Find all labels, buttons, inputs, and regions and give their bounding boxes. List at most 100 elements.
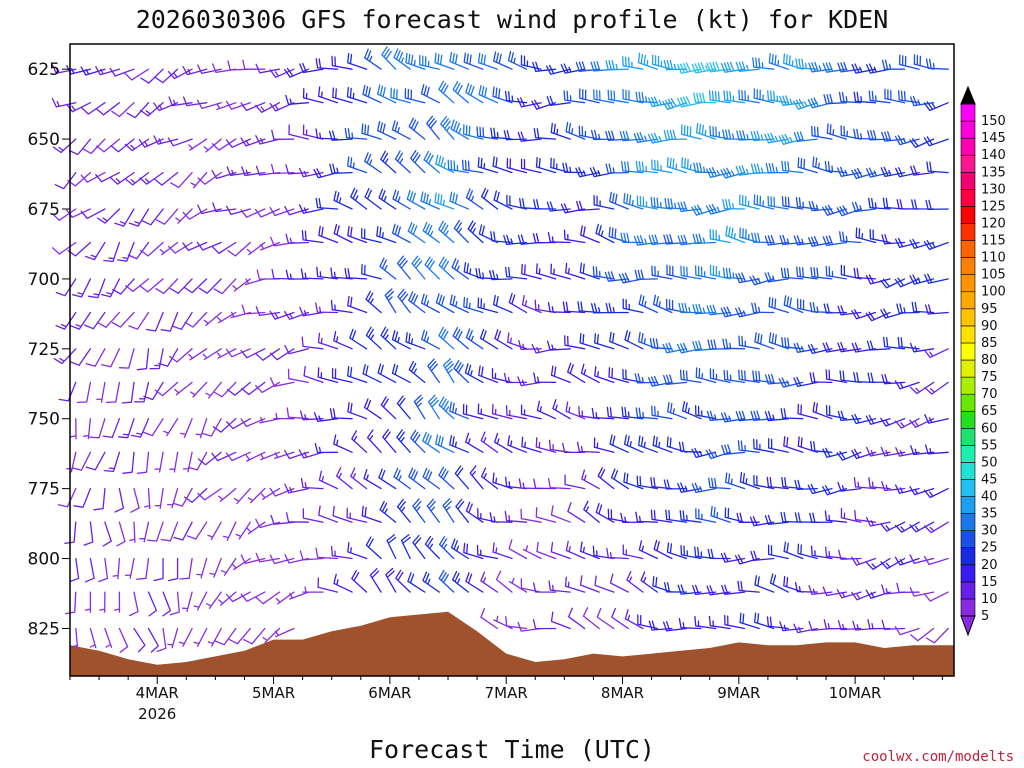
wind-barb: [125, 557, 135, 579]
wind-barb: [67, 241, 92, 257]
wind-barb: [410, 149, 426, 174]
wind-barb: [810, 440, 833, 453]
colorbar-label: 70: [981, 387, 998, 402]
wind-barb: [504, 510, 528, 523]
colorbar-swatch: [960, 342, 976, 361]
wind-barb: [144, 487, 151, 510]
wind-barb: [213, 381, 237, 398]
wind-barb: [547, 232, 571, 244]
wind-barb: [576, 441, 600, 453]
wind-barb: [691, 204, 717, 216]
wind-barb: [182, 208, 208, 220]
wind-barb: [225, 100, 251, 110]
wind-barb: [605, 302, 629, 314]
wind-barb: [909, 95, 935, 107]
wind-barb: [694, 546, 717, 560]
wind-barb: [795, 58, 818, 70]
wind-barb: [318, 470, 339, 490]
wind-barb: [546, 95, 571, 107]
wind-barb: [450, 119, 470, 140]
wind-barb: [186, 521, 208, 540]
colorbar-label: 145: [981, 131, 1006, 146]
wind-barb: [331, 368, 353, 384]
wind-barb: [867, 129, 891, 141]
wind-barb: [464, 363, 484, 384]
wind-barb: [535, 157, 557, 174]
wind-barb: [678, 617, 702, 630]
wind-barb: [507, 435, 528, 453]
wind-barb: [301, 336, 324, 350]
wind-barb: [365, 536, 382, 560]
wind-barb: [493, 51, 513, 70]
wind-barb: [102, 418, 121, 439]
wind-barb: [361, 123, 382, 140]
wind-barb: [213, 278, 237, 295]
wind-barb: [70, 418, 77, 440]
wind-barb: [810, 266, 833, 280]
wind-barb: [160, 311, 179, 332]
x-axis-label: Forecast Time (UTC): [369, 735, 655, 764]
wind-barb: [532, 582, 557, 593]
wind-barb: [205, 591, 222, 609]
colorbar-label: 75: [981, 370, 998, 385]
wind-barb: [548, 439, 571, 453]
wind-barb: [413, 394, 426, 420]
wind-barb: [607, 89, 629, 104]
wind-barb: [167, 487, 179, 509]
wind-barb: [609, 331, 629, 350]
wind-barb: [240, 208, 266, 218]
wind-barb: [451, 258, 470, 280]
wind-barb: [112, 557, 121, 580]
wind-barb: [677, 62, 702, 74]
wind-barb: [662, 342, 688, 354]
wind-barb: [116, 521, 126, 547]
y-tick-label: 725: [28, 340, 60, 360]
wind-barb: [153, 135, 179, 145]
wind-barb: [706, 61, 731, 73]
wind-barb: [723, 369, 746, 384]
wind-barb: [924, 414, 949, 424]
wind-barb: [211, 241, 237, 254]
wind-barb: [182, 451, 193, 473]
wind-barb: [550, 122, 571, 140]
wind-barb: [651, 159, 673, 174]
wind-barb: [609, 573, 629, 593]
wind-barb: [579, 333, 600, 350]
wind-barb: [454, 465, 470, 490]
wind-barb: [463, 296, 484, 314]
wind-barb: [225, 348, 251, 358]
wind-barb: [836, 450, 862, 461]
wind-barb: [197, 171, 222, 185]
wind-barb: [270, 163, 295, 175]
wind-barb: [583, 500, 600, 523]
wind-barb: [591, 407, 615, 420]
wind-barb: [172, 311, 193, 330]
wind-barb: [386, 534, 397, 560]
wind-barb: [435, 154, 455, 174]
wind-barb: [71, 278, 92, 298]
wind-barb: [442, 498, 455, 523]
wind-barb: [723, 90, 746, 104]
wind-barb: [410, 429, 426, 453]
wind-barb: [783, 53, 804, 70]
wind-barb: [57, 487, 77, 508]
credit-link[interactable]: coolwx.com/modelts: [862, 749, 1014, 765]
wind-barb: [853, 91, 877, 104]
wind-barb: [188, 138, 208, 151]
wind-barb: [635, 511, 659, 523]
wind-barb: [463, 52, 484, 70]
wind-barb: [101, 348, 121, 368]
wind-barb: [465, 328, 484, 350]
wind-barb: [193, 627, 208, 647]
wind-barb: [622, 544, 644, 560]
wind-barb: [302, 508, 324, 523]
colorbar-label: 110: [981, 251, 1006, 266]
wind-barb: [635, 407, 659, 420]
wind-barb: [362, 84, 382, 104]
wind-barb: [709, 264, 731, 280]
colorbar-label: 90: [981, 319, 998, 334]
wind-barb: [114, 208, 135, 227]
wind-barb: [925, 627, 949, 644]
wind-barb: [141, 208, 164, 226]
